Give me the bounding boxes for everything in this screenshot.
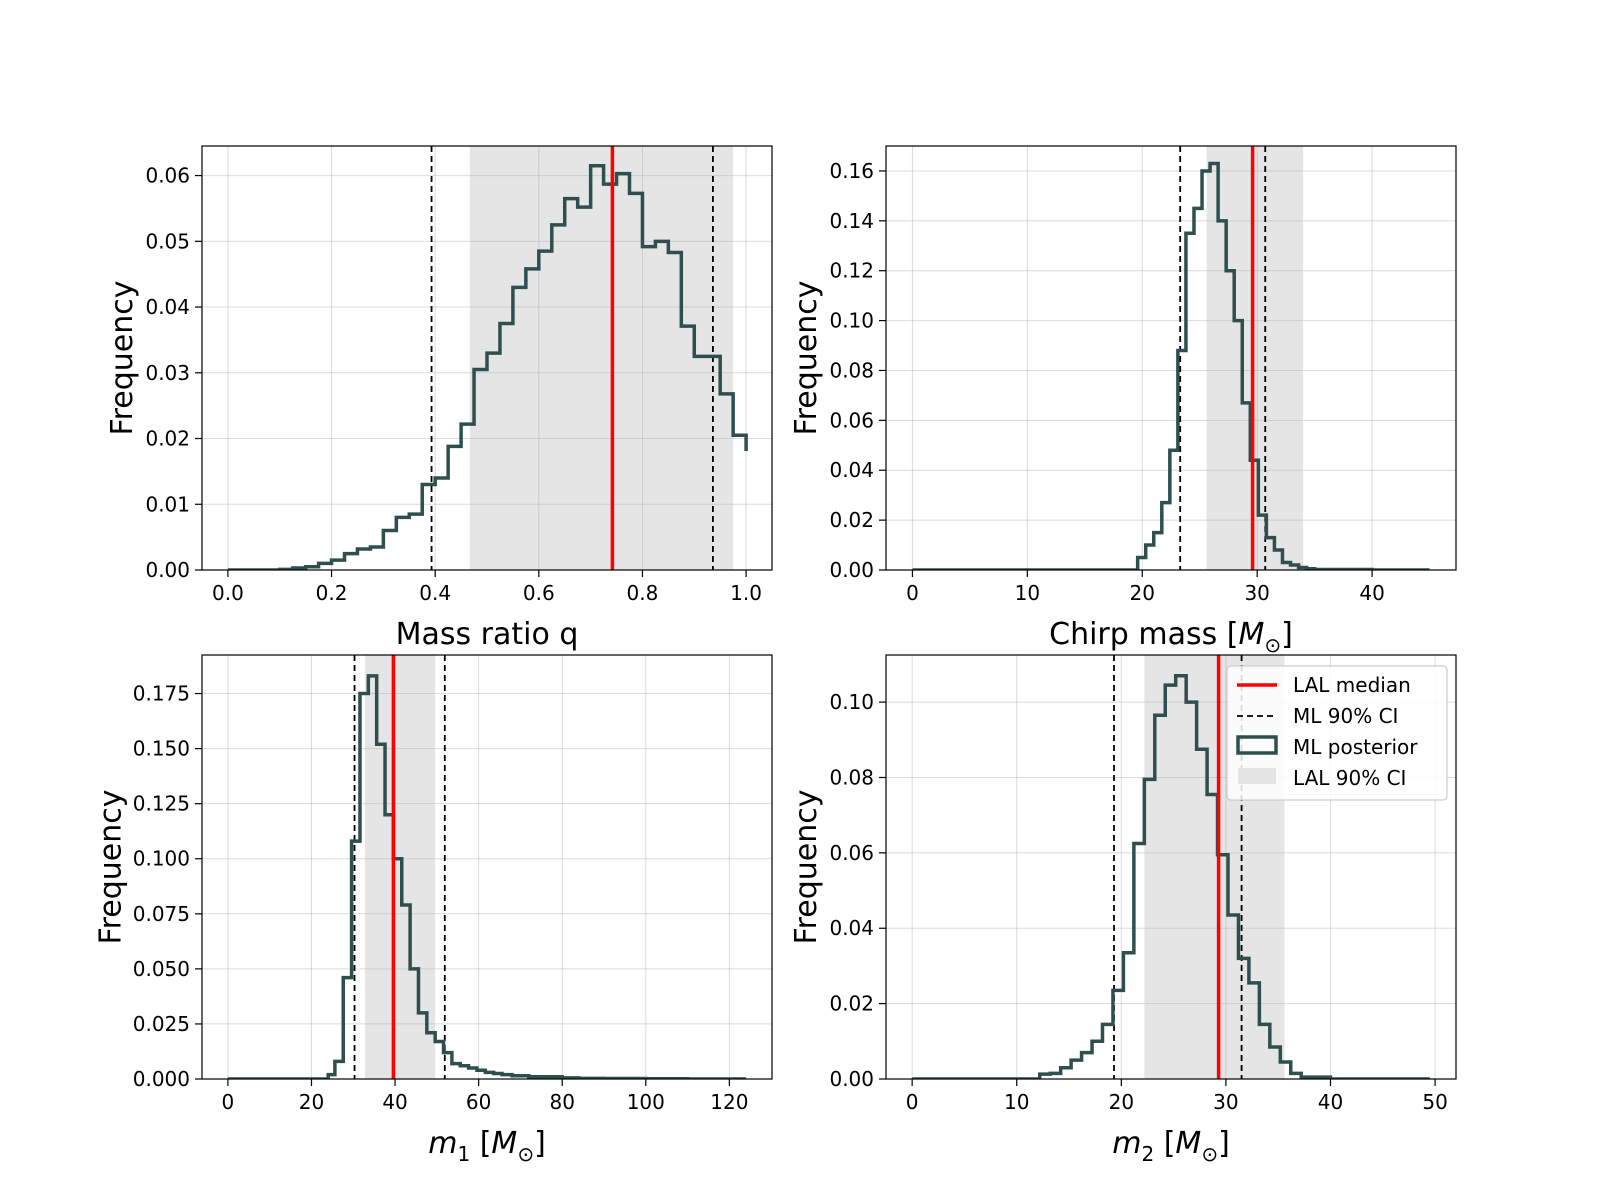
x-tick-label: 0 bbox=[222, 1090, 235, 1114]
x-tick-label: 40 bbox=[382, 1090, 407, 1114]
plot-area bbox=[886, 146, 1456, 570]
y-tick-label: 0.150 bbox=[133, 737, 190, 761]
y-tick-label: 0.02 bbox=[145, 427, 190, 451]
legend-lal-ci-swatch bbox=[1238, 768, 1276, 784]
y-tick-label: 0.02 bbox=[829, 508, 874, 532]
x-tick-label: 0.8 bbox=[627, 581, 659, 605]
x-tick-label: 10 bbox=[1004, 1090, 1029, 1114]
x-tick-label: 100 bbox=[627, 1090, 665, 1114]
y-tick-label: 0.08 bbox=[829, 358, 874, 382]
y-tick-label: 0.06 bbox=[829, 408, 874, 432]
x-axis-label: Chirp mass [M⊙] bbox=[1049, 617, 1293, 657]
x-tick-label: 10 bbox=[1015, 581, 1040, 605]
x-tick-label: 0 bbox=[906, 1090, 919, 1114]
y-tick-label: 0.025 bbox=[133, 1012, 190, 1036]
lal-ci-band bbox=[469, 146, 734, 570]
y-tick-label: 0.04 bbox=[145, 295, 190, 319]
x-tick-label: 60 bbox=[466, 1090, 491, 1114]
y-tick-label: 0.14 bbox=[829, 209, 874, 233]
y-axis-label: Frequency bbox=[105, 281, 140, 436]
y-tick-label: 0.100 bbox=[133, 847, 190, 871]
y-tick-label: 0.04 bbox=[829, 458, 874, 482]
y-tick-label: 0.000 bbox=[133, 1067, 190, 1091]
y-axis-label: Frequency bbox=[789, 281, 824, 436]
plot-area bbox=[202, 655, 772, 1079]
y-tick-label: 0.175 bbox=[133, 682, 190, 706]
y-tick-label: 0.125 bbox=[133, 792, 190, 816]
legend-median-label: LAL median bbox=[1293, 673, 1411, 697]
panel-mass-ratio: 0.0 0.2 0.4 0.6 0.8 1.0 0.00 0.01 0.02 0.03 0.04 0.… bbox=[105, 145, 773, 652]
legend-posterior-swatch bbox=[1236, 735, 1278, 755]
x-tick-label: 1.0 bbox=[730, 581, 762, 605]
y-axis-label: Frequency bbox=[789, 790, 824, 945]
y-tick-label: 0.12 bbox=[829, 259, 874, 283]
legend-posterior-label: ML posterior bbox=[1293, 735, 1418, 759]
lal-ci-band bbox=[1206, 146, 1304, 570]
x-tick-label: 0 bbox=[906, 581, 919, 605]
x-tick-label: 40 bbox=[1318, 1090, 1343, 1114]
x-tick-label: 30 bbox=[1213, 1090, 1238, 1114]
x-tick-label: 40 bbox=[1359, 581, 1384, 605]
legend-lal-ci-label: LAL 90% CI bbox=[1293, 766, 1406, 790]
panel-chirp-mass: 0 10 20 30 40 0.00 0.02 0.04 0.06 0.08 0.10 0.12 0.1… bbox=[789, 145, 1457, 657]
x-tick-label: 0.2 bbox=[316, 581, 348, 605]
ml-posterior-histogram bbox=[912, 161, 1430, 570]
y-tick-label: 0.075 bbox=[133, 902, 190, 926]
y-tick-label: 0.10 bbox=[829, 690, 874, 714]
x-tick-label: 30 bbox=[1244, 581, 1269, 605]
panel-m1: 0 20 40 60 80 100 120 0.000 0.025 0.050 0.075 0.100… bbox=[94, 654, 773, 1166]
x-tick-label: 80 bbox=[549, 1090, 574, 1114]
y-tick-label: 0.04 bbox=[829, 916, 874, 940]
x-tick-label: 20 bbox=[1109, 1090, 1134, 1114]
x-tick-label: 20 bbox=[1130, 581, 1155, 605]
x-axis-label: m2 [M⊙] bbox=[1112, 1126, 1230, 1166]
legend: LAL median ML 90% CI ML posterior LAL 90… bbox=[1226, 665, 1448, 801]
axes-frame bbox=[201, 145, 773, 571]
y-tick-label: 0.05 bbox=[145, 229, 190, 253]
x-tick-label: 50 bbox=[1422, 1090, 1447, 1114]
y-tick-label: 0.08 bbox=[829, 765, 874, 789]
axes-frame bbox=[201, 654, 773, 1080]
legend-frame bbox=[1226, 665, 1448, 801]
axes-frame bbox=[885, 654, 1457, 1080]
x-axis-label: Mass ratio q bbox=[396, 617, 579, 652]
y-tick-label: 0.01 bbox=[145, 492, 190, 516]
x-tick-label: 20 bbox=[299, 1090, 324, 1114]
y-tick-label: 0.10 bbox=[829, 309, 874, 333]
x-axis-label: m1 [M⊙] bbox=[428, 1126, 546, 1166]
legend-ml-ci-label: ML 90% CI bbox=[1293, 704, 1398, 728]
y-tick-label: 0.02 bbox=[829, 992, 874, 1016]
y-tick-label: 0.00 bbox=[829, 1067, 874, 1091]
axes-frame bbox=[885, 145, 1457, 571]
y-tick-label: 0.00 bbox=[145, 558, 190, 582]
y-tick-label: 0.00 bbox=[829, 558, 874, 582]
ml-posterior-histogram bbox=[227, 674, 747, 1079]
y-tick-label: 0.03 bbox=[145, 361, 190, 385]
x-tick-label: 120 bbox=[710, 1090, 748, 1114]
y-tick-label: 0.06 bbox=[145, 164, 190, 188]
y-axis-label: Frequency bbox=[94, 790, 129, 945]
y-tick-label: 0.16 bbox=[829, 159, 874, 183]
x-tick-label: 0.4 bbox=[419, 581, 451, 605]
x-tick-label: 0.0 bbox=[212, 581, 244, 605]
x-tick-label: 0.6 bbox=[523, 581, 555, 605]
y-tick-label: 0.050 bbox=[133, 957, 190, 981]
y-tick-label: 0.06 bbox=[829, 841, 874, 865]
ml-posterior-histogram bbox=[227, 163, 748, 570]
ml-posterior-histogram bbox=[912, 673, 1430, 1079]
